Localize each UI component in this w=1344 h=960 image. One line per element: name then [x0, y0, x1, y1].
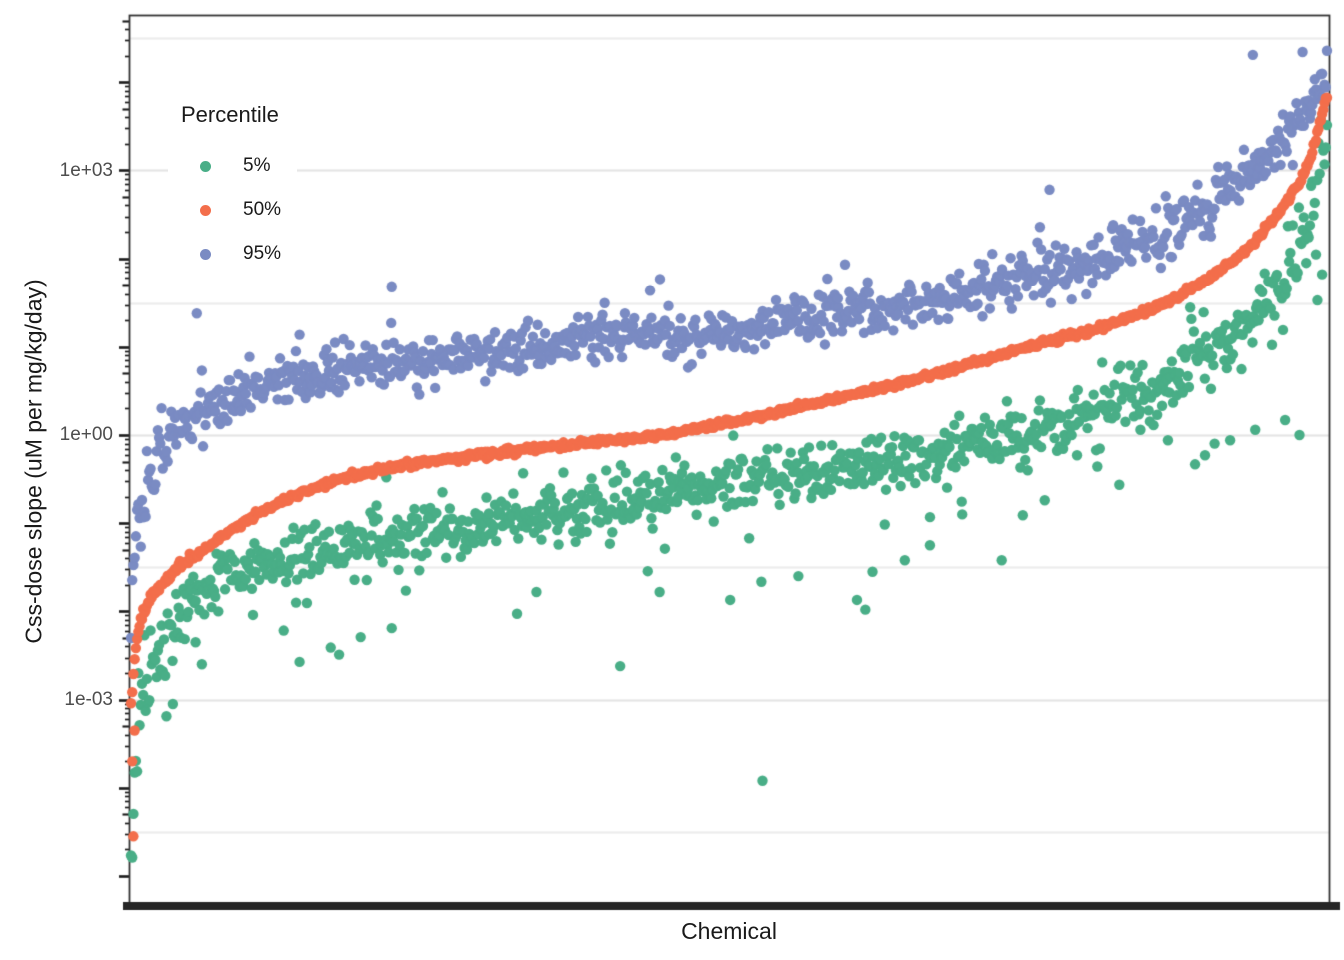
y-tick-label-1e0: 1e+00 — [59, 424, 113, 445]
legend-dot-95pct-icon — [200, 248, 211, 260]
y-axis-title: Css-dose slope (uM per mg/kg/day) — [20, 279, 47, 644]
legend-title: Percentile — [181, 102, 279, 127]
legend-item-95pct: 95% — [181, 232, 281, 276]
legend-dot-50pct-icon — [200, 204, 211, 216]
y-tick-label-1e-3: 1e-03 — [64, 689, 113, 710]
legend-label-95pct: 95% — [243, 243, 282, 264]
legend-item-50pct: 50% — [181, 188, 281, 232]
x-axis-title: Chemical — [681, 918, 777, 944]
legend-label-5pct: 5% — [243, 155, 271, 176]
legend: Percentile 5% 50% 95% — [168, 94, 298, 286]
y-tick-label-1e3: 1e+03 — [59, 160, 113, 181]
legend-item-5pct: 5% — [181, 144, 281, 188]
legend-label-50pct: 50% — [243, 199, 282, 220]
legend-dot-5pct-icon — [200, 160, 211, 172]
